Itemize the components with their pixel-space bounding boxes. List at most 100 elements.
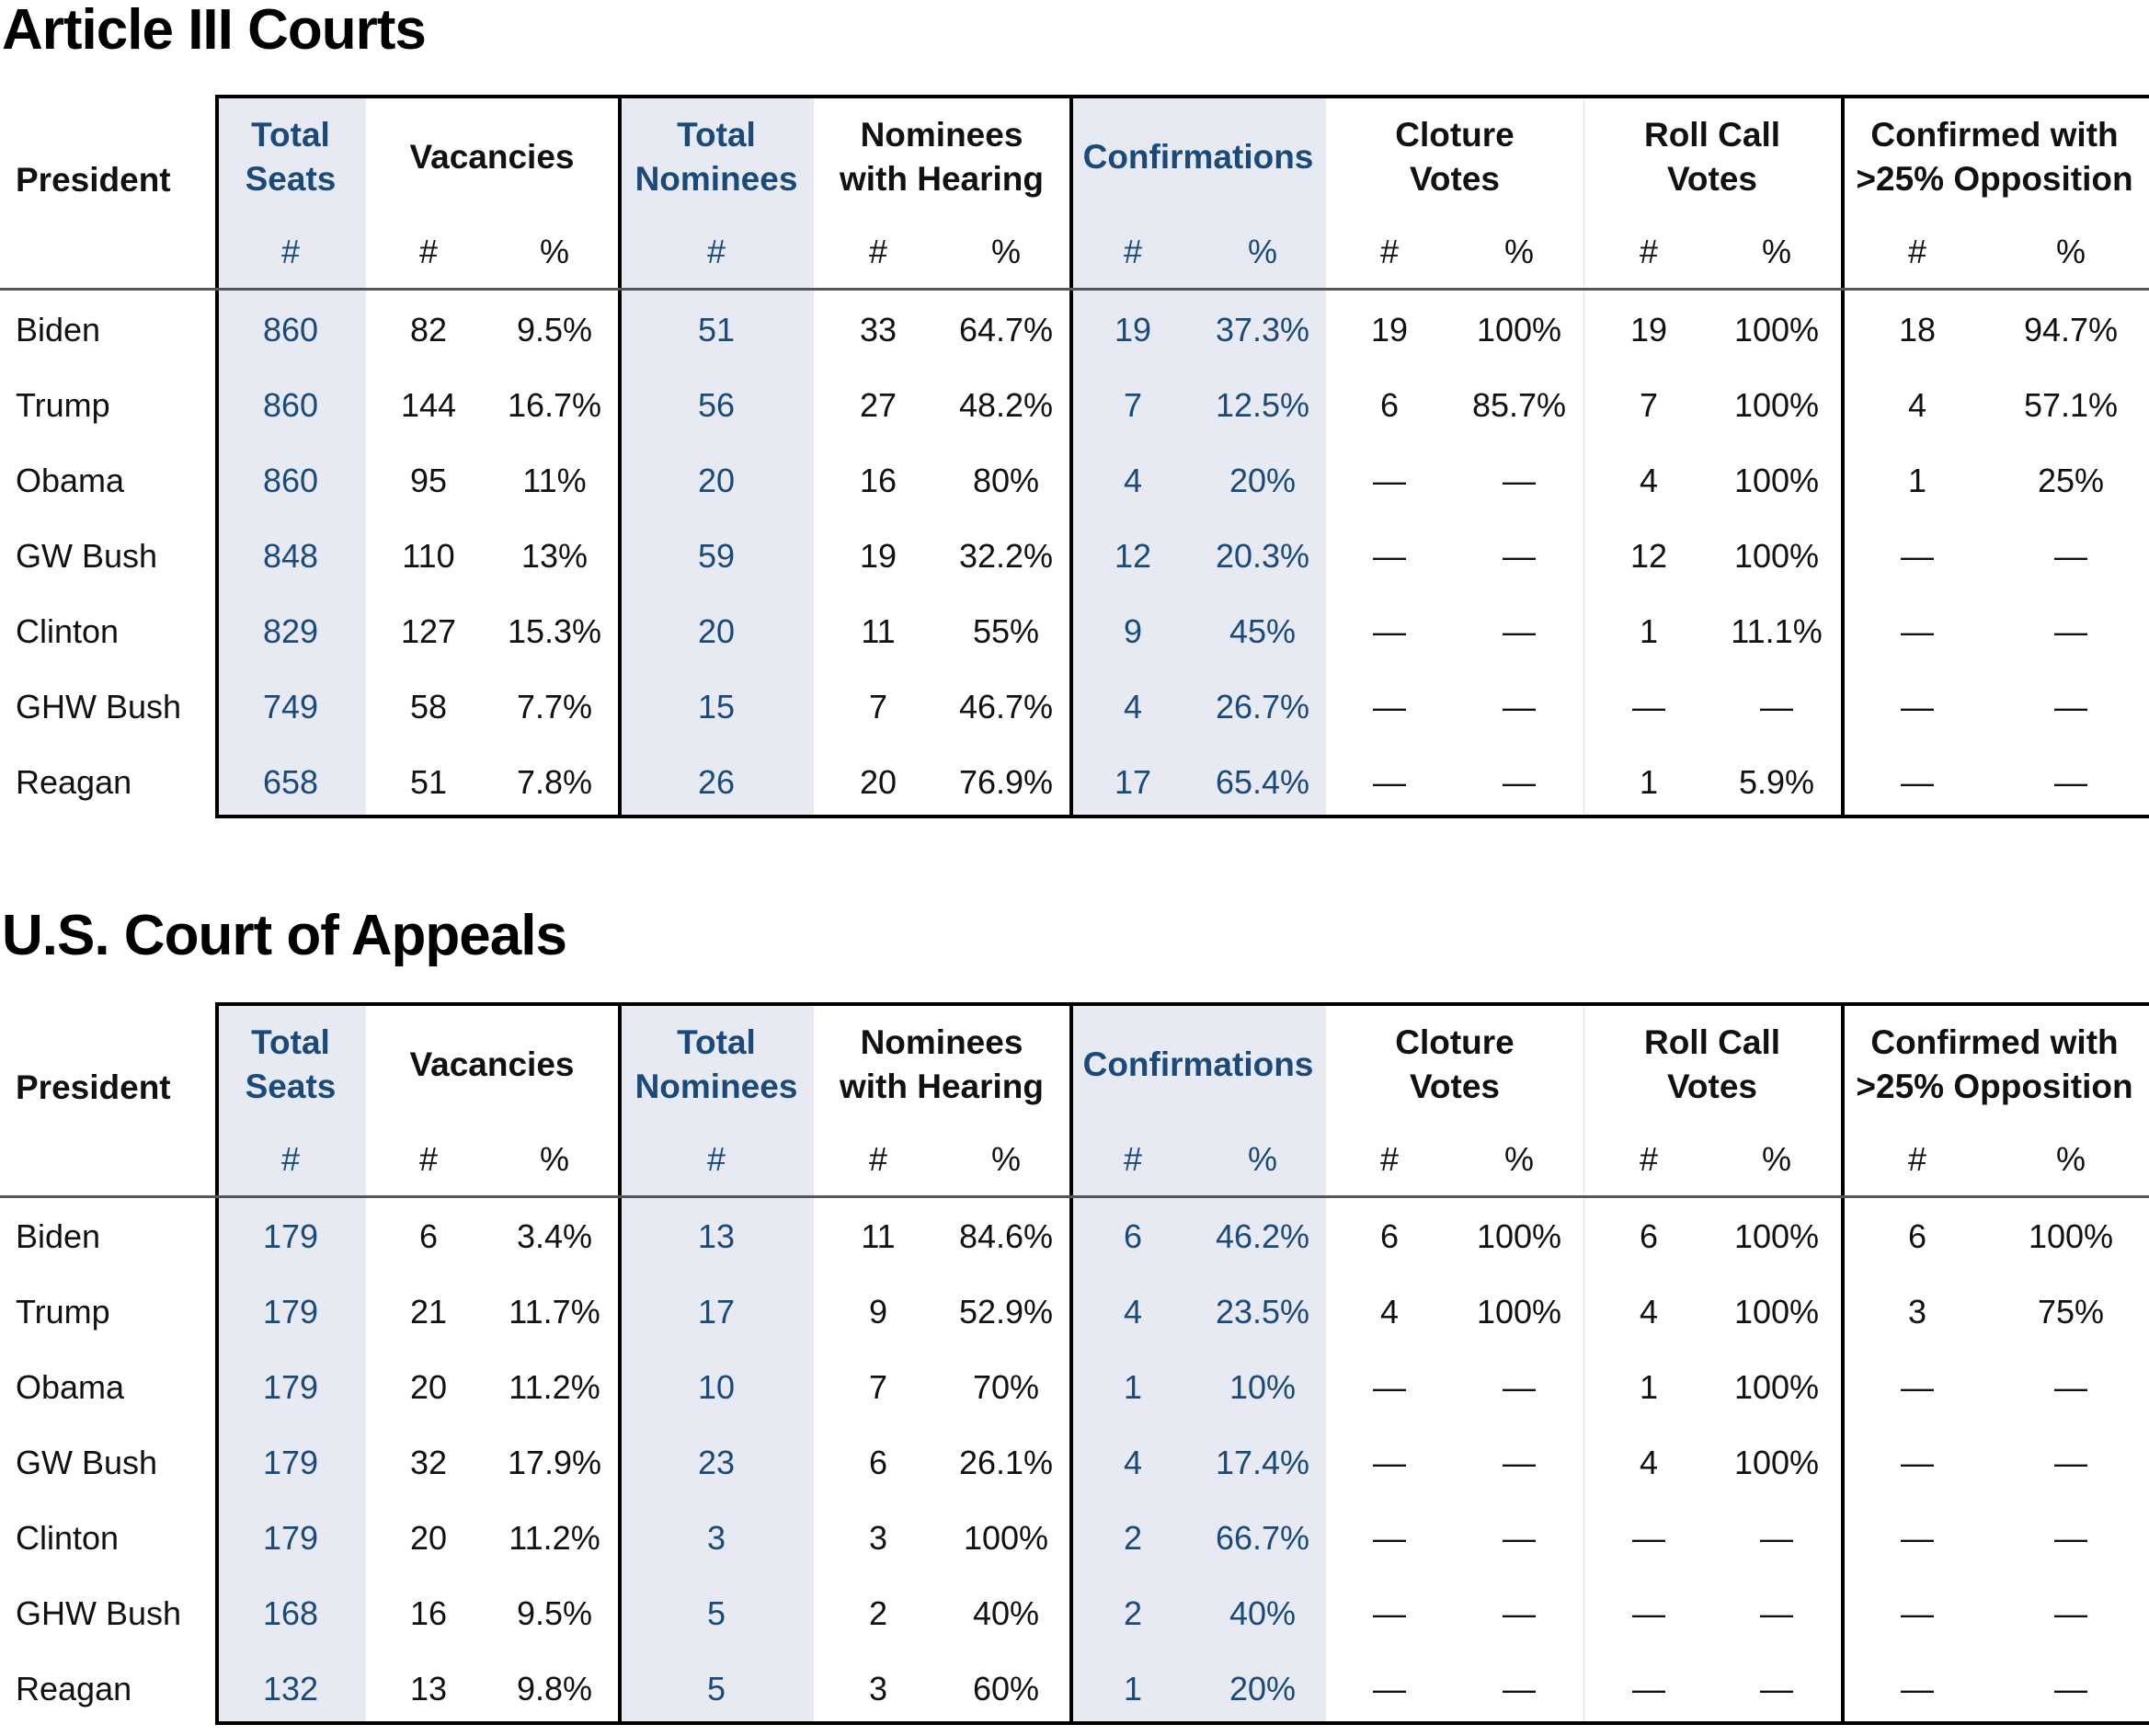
- president-name: Trump: [16, 386, 110, 424]
- header-clo: Cloture Votes: [1395, 1021, 1515, 1109]
- cell-hear-p: 52.9%: [958, 1293, 1054, 1331]
- cell-roll-p: 100%: [1733, 1217, 1820, 1255]
- cell-opp-n: —: [1901, 1444, 1934, 1481]
- cell-opp-n: —: [1901, 688, 1934, 725]
- cell-hear-p: 76.9%: [958, 763, 1054, 801]
- cell-roll-p: 100%: [1733, 1368, 1820, 1406]
- header-line: Nominees: [634, 1068, 798, 1105]
- cell-roll-p: —: [1760, 688, 1793, 725]
- cell-roll-n: 1: [1639, 763, 1659, 801]
- president-name: Clinton: [16, 612, 120, 650]
- cell-vac-n: 20: [409, 1368, 448, 1406]
- cell-opp-n: 4: [1907, 386, 1927, 424]
- cell-conf-n: 7: [1123, 386, 1143, 424]
- header-nom: Total Nominees: [635, 1021, 798, 1109]
- number-subheader: #: [1907, 1140, 1927, 1178]
- cell-hear-p: 48.2%: [958, 386, 1054, 424]
- number-subheader: #: [1123, 1140, 1143, 1178]
- president-name: Obama: [16, 1368, 125, 1406]
- cell-nom: 56: [697, 386, 736, 424]
- cell-opp-p: 75%: [2037, 1293, 2105, 1331]
- president-name: Biden: [16, 311, 101, 348]
- cell-clo-p: —: [1503, 537, 1536, 575]
- cell-clo-n: —: [1373, 612, 1406, 650]
- cell-clo-n: —: [1373, 1368, 1406, 1406]
- cell-roll-n: 1: [1639, 1368, 1659, 1406]
- header-line: Roll Call: [1643, 116, 1781, 154]
- cell-roll-n: 4: [1639, 1293, 1659, 1331]
- header-line: Votes: [1409, 1068, 1500, 1105]
- header-line: Seats: [245, 160, 337, 198]
- cell-seats: 179: [262, 1293, 319, 1331]
- cell-clo-n: 19: [1370, 311, 1409, 348]
- group-divider: [1069, 95, 1073, 818]
- cell-vac-n: 144: [400, 386, 457, 424]
- header-line: Votes: [1666, 160, 1757, 198]
- cell-clo-p: —: [1503, 462, 1536, 499]
- cell-roll-p: —: [1760, 1670, 1793, 1707]
- cell-hear-n: 3: [868, 1670, 888, 1707]
- cell-hear-n: 9: [868, 1293, 888, 1331]
- cell-hear-p: 84.6%: [958, 1217, 1054, 1255]
- percent-subheader: %: [2055, 1140, 2086, 1178]
- header-line: Vacancies: [409, 138, 575, 176]
- cell-clo-n: —: [1373, 1444, 1406, 1481]
- cell-roll-n: 12: [1629, 537, 1668, 575]
- president-header: President: [16, 161, 171, 199]
- president-name: Obama: [16, 462, 125, 499]
- cell-clo-p: —: [1503, 1594, 1536, 1632]
- group-divider: [1841, 95, 1845, 818]
- column-shade: [618, 95, 814, 818]
- header-conf: Confirmations: [1083, 135, 1314, 179]
- cell-hear-p: 64.7%: [958, 311, 1054, 348]
- cell-vac-p: 9.5%: [516, 311, 593, 348]
- cell-vac-p: 16.7%: [507, 386, 602, 424]
- cell-opp-p: —: [2054, 1444, 2087, 1481]
- header-conf: Confirmations: [1083, 1043, 1314, 1087]
- cell-nom: 5: [706, 1594, 726, 1632]
- cell-hear-n: 2: [868, 1594, 888, 1632]
- cell-conf-p: 23.5%: [1215, 1293, 1310, 1331]
- section-title: U.S. Court of Appeals: [2, 904, 567, 967]
- cell-clo-p: —: [1503, 688, 1536, 725]
- cell-seats: 179: [262, 1368, 319, 1406]
- cell-clo-p: 85.7%: [1471, 386, 1567, 424]
- cell-opp-n: —: [1901, 1594, 1934, 1632]
- cell-roll-p: 100%: [1733, 386, 1820, 424]
- cell-conf-p: 37.3%: [1215, 311, 1310, 348]
- cell-clo-p: —: [1503, 1519, 1536, 1557]
- number-subheader: #: [1639, 233, 1659, 270]
- cell-nom: 59: [697, 537, 736, 575]
- group-divider: [215, 95, 219, 818]
- cell-clo-n: —: [1373, 462, 1406, 499]
- cell-opp-p: 57.1%: [2023, 386, 2119, 424]
- cell-nom: 5: [706, 1670, 726, 1707]
- president-name: Biden: [16, 1217, 101, 1255]
- cell-opp-n: —: [1901, 1519, 1934, 1557]
- cell-hear-p: 60%: [972, 1670, 1040, 1707]
- cell-vac-n: 16: [409, 1594, 448, 1632]
- cell-hear-p: 46.7%: [958, 688, 1054, 725]
- cell-conf-p: 20.3%: [1215, 537, 1310, 575]
- header-line: Seats: [245, 1068, 337, 1105]
- cell-opp-p: 25%: [2037, 462, 2105, 499]
- cell-nom: 51: [697, 311, 736, 348]
- cell-roll-n: —: [1632, 1670, 1665, 1707]
- header-opp: Confirmed with >25% Opposition: [1856, 1021, 2132, 1109]
- group-divider: [215, 1002, 219, 1725]
- cell-clo-p: —: [1503, 1670, 1536, 1707]
- header-line: Vacancies: [409, 1045, 575, 1083]
- president-name: GW Bush: [16, 537, 158, 575]
- header-line: Votes: [1666, 1068, 1757, 1105]
- number-subheader: #: [280, 233, 301, 270]
- cell-opp-p: —: [2054, 763, 2087, 801]
- president-name: GW Bush: [16, 1444, 158, 1481]
- cell-roll-p: 100%: [1733, 1293, 1820, 1331]
- cell-hear-n: 19: [859, 537, 897, 575]
- president-name: Clinton: [16, 1519, 120, 1557]
- cell-clo-p: —: [1503, 612, 1536, 650]
- cell-opp-n: —: [1901, 1368, 1934, 1406]
- cell-opp-p: —: [2054, 1519, 2087, 1557]
- number-subheader: #: [1379, 233, 1400, 270]
- cell-clo-n: 4: [1379, 1293, 1400, 1331]
